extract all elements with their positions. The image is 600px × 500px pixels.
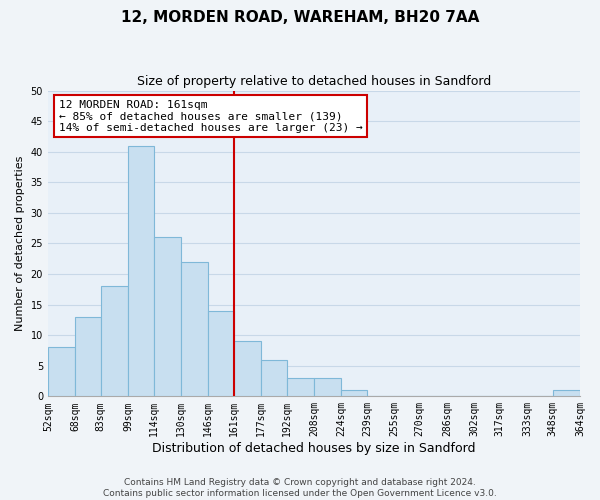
Bar: [101, 286, 128, 397]
Bar: [314, 378, 341, 396]
Bar: [128, 146, 154, 396]
Bar: [181, 262, 208, 396]
Bar: [48, 348, 75, 397]
Bar: [341, 390, 367, 396]
Bar: [234, 342, 261, 396]
Bar: [261, 360, 287, 397]
Bar: [154, 238, 181, 396]
Bar: [553, 390, 580, 396]
X-axis label: Distribution of detached houses by size in Sandford: Distribution of detached houses by size …: [152, 442, 476, 455]
Bar: [287, 378, 314, 396]
Text: 12, MORDEN ROAD, WAREHAM, BH20 7AA: 12, MORDEN ROAD, WAREHAM, BH20 7AA: [121, 10, 479, 25]
Text: Contains HM Land Registry data © Crown copyright and database right 2024.
Contai: Contains HM Land Registry data © Crown c…: [103, 478, 497, 498]
Text: 12 MORDEN ROAD: 161sqm
← 85% of detached houses are smaller (139)
14% of semi-de: 12 MORDEN ROAD: 161sqm ← 85% of detached…: [59, 100, 362, 133]
Bar: [208, 310, 234, 396]
Title: Size of property relative to detached houses in Sandford: Size of property relative to detached ho…: [137, 75, 491, 88]
Bar: [75, 317, 101, 396]
Y-axis label: Number of detached properties: Number of detached properties: [15, 156, 25, 331]
